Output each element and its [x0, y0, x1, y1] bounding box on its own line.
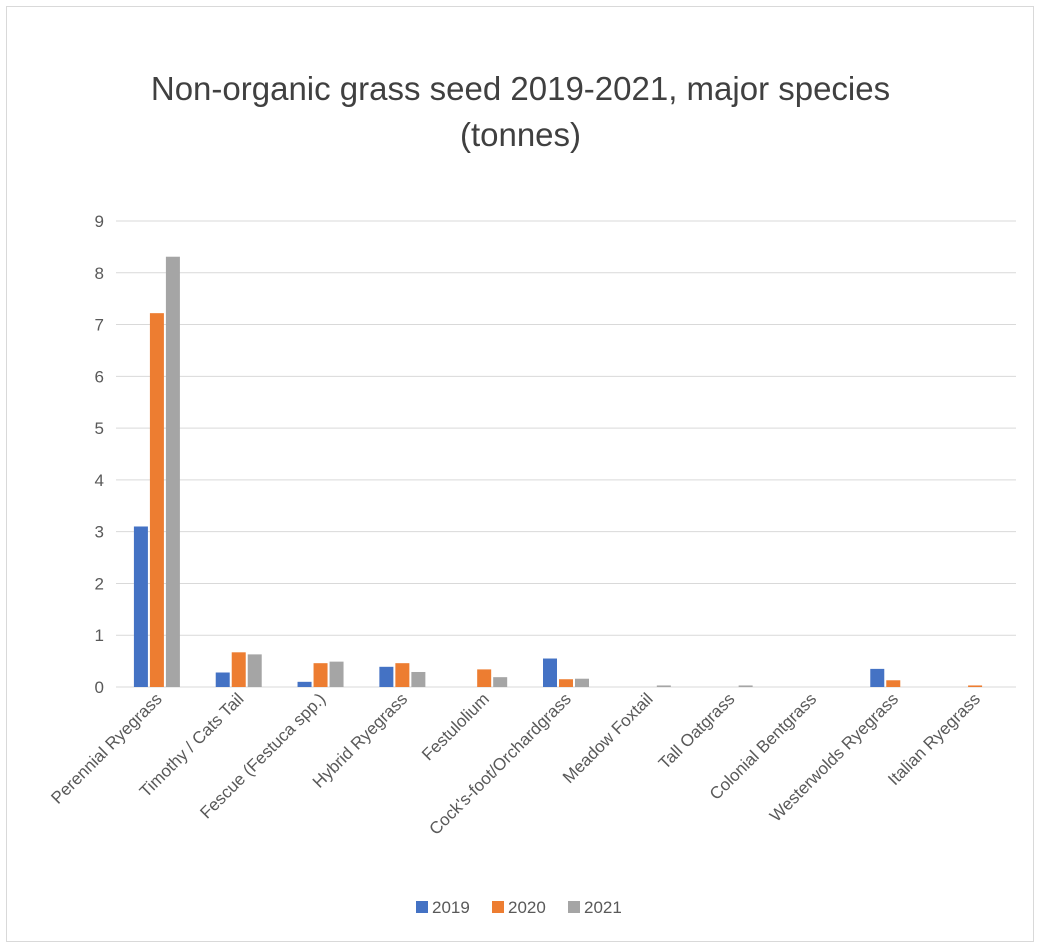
- bars: [133, 256, 983, 687]
- y-axis-ticks: 0 1 2 3 4 5 6 7 8 9: [95, 212, 104, 697]
- bar-festulolium-2021: [493, 677, 508, 687]
- bar-festulolium-2020: [477, 669, 492, 687]
- bar-timothy-cats-tail-2019: [215, 672, 230, 687]
- y-tick-label: 3: [95, 523, 104, 542]
- legend-swatch-2021: [568, 901, 580, 913]
- legend-label: 2019: [432, 898, 470, 917]
- gridlines: [116, 220, 1016, 688]
- bar-fescue-festuca-spp-2019: [297, 681, 312, 687]
- y-tick-label: 6: [95, 367, 104, 386]
- bar-fescue-festuca-spp-2021: [329, 661, 344, 687]
- bar-cock-s-foot-orchardgrass-2020: [559, 679, 573, 687]
- legend-label: 2020: [508, 898, 546, 917]
- bar-meadow-foxtail-2021: [656, 685, 671, 687]
- bar-perennial-ryegrass-2020: [149, 313, 164, 687]
- y-tick-label: 5: [95, 419, 104, 438]
- x-tick-label: Meadow Foxtail: [559, 689, 657, 787]
- bar-hybrid-ryegrass-2021: [411, 671, 426, 687]
- x-tick-label: Tall Oatgrass: [655, 689, 739, 773]
- bar-italian-ryegrass-2020: [968, 685, 983, 687]
- bar-cock-s-foot-orchardgrass-2019: [543, 658, 557, 687]
- x-tick-label: Festulolium: [418, 689, 493, 764]
- y-tick-label: 7: [95, 316, 104, 335]
- bar-perennial-ryegrass-2021: [165, 256, 180, 687]
- bar-fescue-festuca-spp-2020: [313, 663, 328, 687]
- bar-hybrid-ryegrass-2020: [395, 663, 410, 687]
- bar-timothy-cats-tail-2021: [247, 654, 262, 687]
- y-tick-label: 9: [95, 212, 104, 231]
- x-tick-label: Cock's-foot/Orchardgrass: [425, 689, 574, 838]
- bar-timothy-cats-tail-2020: [231, 652, 246, 687]
- legend-swatch-2019: [416, 901, 428, 913]
- y-tick-label: 4: [95, 471, 104, 490]
- bar-westerwolds-ryegrass-2019: [870, 668, 885, 687]
- bar-westerwolds-ryegrass-2020: [886, 680, 901, 687]
- chart-title-line-1: Non-organic grass seed 2019-2021, major …: [150, 70, 891, 107]
- bar-perennial-ryegrass-2019: [133, 526, 148, 687]
- legend: 2019 2020 2021: [416, 898, 622, 917]
- y-tick-label: 1: [95, 626, 104, 645]
- bar-cock-s-foot-orchardgrass-2021: [575, 678, 589, 687]
- legend-label: 2021: [584, 898, 622, 917]
- bar-hybrid-ryegrass-2019: [379, 666, 394, 687]
- legend-swatch-2020: [492, 901, 504, 913]
- bar-tall-oatgrass-2021: [738, 685, 753, 687]
- chart-title-line-2: (tonnes): [459, 116, 582, 153]
- y-tick-label: 2: [95, 574, 104, 593]
- y-tick-label: 0: [95, 678, 104, 697]
- y-tick-label: 8: [95, 264, 104, 283]
